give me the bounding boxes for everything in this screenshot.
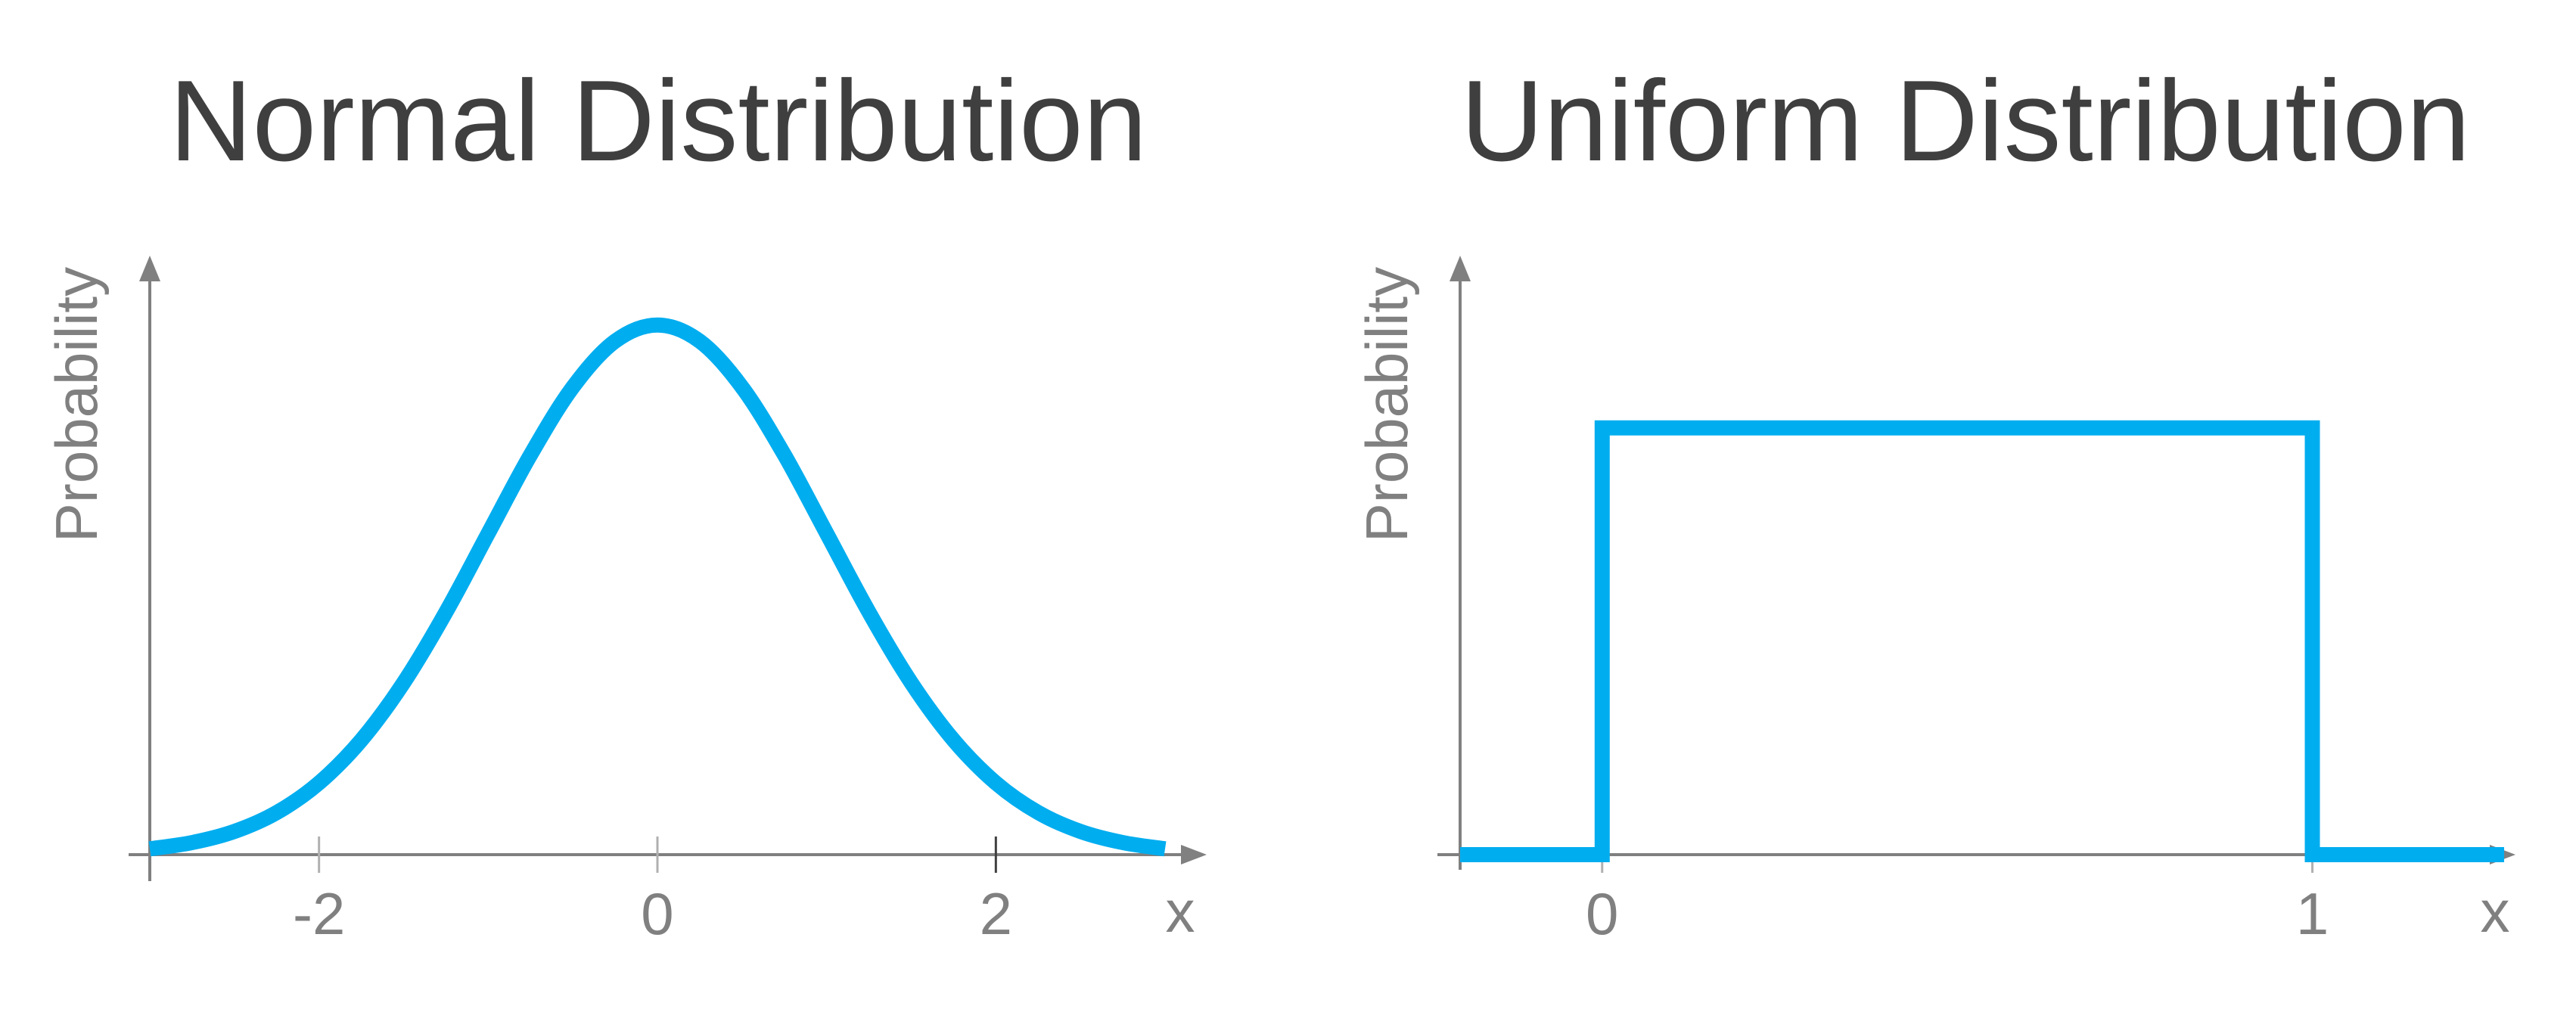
- chart-title: Normal Distribution: [169, 57, 1147, 185]
- chart-title: Uniform Distribution: [1461, 57, 2471, 185]
- x-tick-label: 2: [980, 880, 1012, 947]
- x-tick-label: -2: [293, 880, 345, 947]
- y-axis-label: Probability: [43, 267, 110, 542]
- x-axis-label: x: [1166, 878, 1195, 945]
- normal-distribution-chart: Normal Distribution Probability x -2 0 2: [43, 57, 1207, 947]
- y-axis-arrow: [139, 256, 160, 281]
- x-tick-label: 1: [2296, 880, 2329, 947]
- x-axis-label: x: [2481, 878, 2510, 945]
- x-axis-arrow: [1181, 845, 1207, 864]
- series-line: [1460, 420, 2504, 862]
- series-line: [148, 317, 1167, 857]
- y-axis-label: Probability: [1353, 267, 1420, 542]
- x-tick-label: 0: [1586, 880, 1618, 947]
- y-axis-arrow: [1450, 256, 1471, 281]
- uniform-distribution-chart: Uniform Distribution Probability x 0 1: [1353, 57, 2515, 947]
- x-tick-label: 0: [641, 880, 673, 947]
